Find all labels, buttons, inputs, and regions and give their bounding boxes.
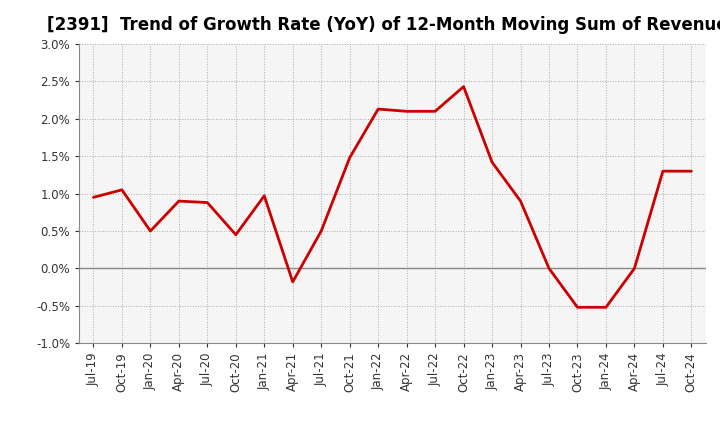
Title: [2391]  Trend of Growth Rate (YoY) of 12-Month Moving Sum of Revenues: [2391] Trend of Growth Rate (YoY) of 12-… bbox=[47, 16, 720, 34]
